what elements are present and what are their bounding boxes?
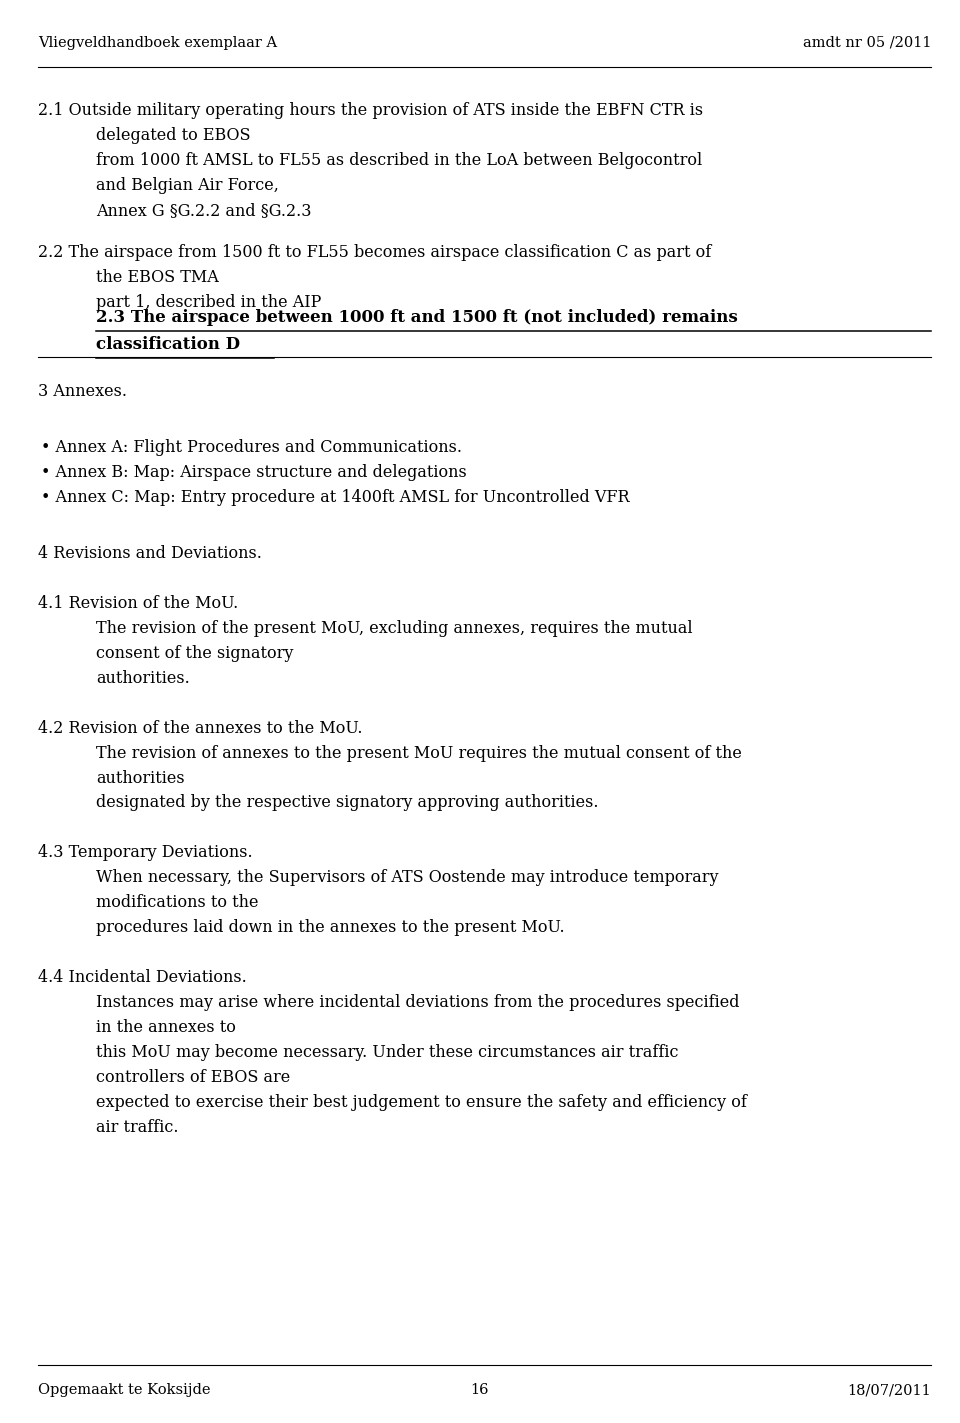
- Text: 4 Revisions and Deviations.: 4 Revisions and Deviations.: [38, 545, 262, 562]
- Text: Vliegveldhandboek exemplaar A: Vliegveldhandboek exemplaar A: [38, 36, 277, 50]
- Text: The revision of annexes to the present MoU requires the mutual consent of the: The revision of annexes to the present M…: [96, 744, 742, 761]
- Text: air traffic.: air traffic.: [96, 1118, 179, 1136]
- Text: When necessary, the Supervisors of ATS Oostende may introduce temporary: When necessary, the Supervisors of ATS O…: [96, 869, 718, 887]
- Text: 4.1 Revision of the MoU.: 4.1 Revision of the MoU.: [38, 595, 239, 612]
- Text: from 1000 ft AMSL to FL55 as described in the LoA between Belgocontrol: from 1000 ft AMSL to FL55 as described i…: [96, 152, 703, 169]
- Text: 2.1 Outside military operating hours the provision of ATS inside the EBFN CTR is: 2.1 Outside military operating hours the…: [38, 102, 704, 120]
- Text: expected to exercise their best judgement to ensure the safety and efficiency of: expected to exercise their best judgemen…: [96, 1094, 747, 1110]
- Text: authorities.: authorities.: [96, 670, 190, 687]
- Text: 18/07/2011: 18/07/2011: [848, 1383, 931, 1397]
- Text: The revision of the present MoU, excluding annexes, requires the mutual: The revision of the present MoU, excludi…: [96, 620, 692, 638]
- Text: and Belgian Air Force,: and Belgian Air Force,: [96, 176, 278, 194]
- Text: part 1, described in the AIP: part 1, described in the AIP: [96, 293, 322, 310]
- Text: controllers of EBOS are: controllers of EBOS are: [96, 1069, 290, 1086]
- Text: authorities: authorities: [96, 770, 184, 787]
- Text: designated by the respective signatory approving authorities.: designated by the respective signatory a…: [96, 794, 598, 811]
- Text: procedures laid down in the annexes to the present MoU.: procedures laid down in the annexes to t…: [96, 919, 564, 936]
- Text: consent of the signatory: consent of the signatory: [96, 645, 294, 662]
- Text: 3 Annexes.: 3 Annexes.: [38, 383, 128, 400]
- Text: • Annex B: Map: Airspace structure and delegations: • Annex B: Map: Airspace structure and d…: [41, 464, 467, 481]
- Text: • Annex C: Map: Entry procedure at 1400ft AMSL for Uncontrolled VFR: • Annex C: Map: Entry procedure at 1400f…: [41, 490, 630, 507]
- Text: Opgemaakt te Koksijde: Opgemaakt te Koksijde: [38, 1383, 211, 1397]
- Text: 4.2 Revision of the annexes to the MoU.: 4.2 Revision of the annexes to the MoU.: [38, 720, 363, 737]
- Text: 4.3 Temporary Deviations.: 4.3 Temporary Deviations.: [38, 844, 253, 861]
- Text: 16: 16: [470, 1383, 490, 1397]
- Text: delegated to EBOS: delegated to EBOS: [96, 128, 251, 144]
- Text: this MoU may become necessary. Under these circumstances air traffic: this MoU may become necessary. Under the…: [96, 1044, 679, 1060]
- Text: the EBOS TMA: the EBOS TMA: [96, 269, 219, 286]
- Text: 2.2 The airspace from 1500 ft to FL55 becomes airspace classification C as part : 2.2 The airspace from 1500 ft to FL55 be…: [38, 243, 711, 260]
- Text: in the annexes to: in the annexes to: [96, 1019, 236, 1036]
- Text: • Annex A: Flight Procedures and Communications.: • Annex A: Flight Procedures and Communi…: [41, 440, 463, 457]
- Text: Annex G §G.2.2 and §G.2.3: Annex G §G.2.2 and §G.2.3: [96, 202, 311, 219]
- Text: modifications to the: modifications to the: [96, 894, 258, 911]
- Text: 4.4 Incidental Deviations.: 4.4 Incidental Deviations.: [38, 969, 247, 986]
- Text: 2.3 The airspace between 1000 ft and 1500 ft (not included) remains: 2.3 The airspace between 1000 ft and 150…: [96, 309, 737, 326]
- Text: Instances may arise where incidental deviations from the procedures specified: Instances may arise where incidental dev…: [96, 995, 739, 1010]
- Text: amdt nr 05 /2011: amdt nr 05 /2011: [803, 36, 931, 50]
- Text: classification D: classification D: [96, 336, 240, 353]
